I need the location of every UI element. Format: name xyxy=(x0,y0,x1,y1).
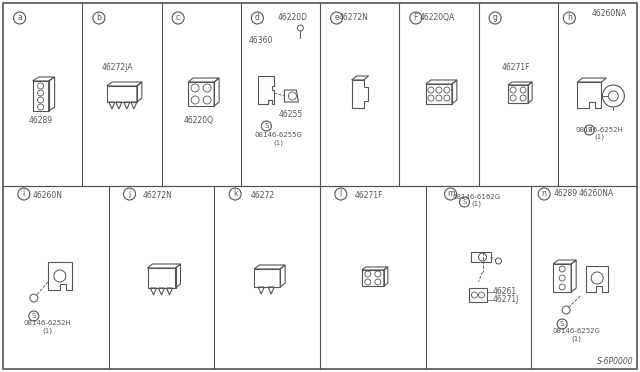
Text: 46260NA: 46260NA xyxy=(592,9,627,18)
Text: 46289: 46289 xyxy=(29,116,52,125)
Text: h: h xyxy=(567,13,572,22)
Text: 46220D: 46220D xyxy=(277,13,307,22)
Text: k: k xyxy=(233,189,237,199)
Text: 46271J: 46271J xyxy=(493,295,519,305)
Text: 46260NA: 46260NA xyxy=(579,189,614,198)
Text: 08146-6255G: 08146-6255G xyxy=(255,132,302,138)
Text: l: l xyxy=(340,189,342,199)
Text: 46289: 46289 xyxy=(554,189,578,198)
Text: (1): (1) xyxy=(472,201,481,207)
Text: 46260N: 46260N xyxy=(33,191,63,200)
Text: 46272N: 46272N xyxy=(143,191,172,200)
Text: 46360: 46360 xyxy=(248,36,273,45)
Text: 46271F: 46271F xyxy=(355,191,383,200)
Text: 08146-6162G: 08146-6162G xyxy=(452,194,500,200)
Text: 08146-6252H: 08146-6252H xyxy=(24,320,72,326)
Text: S: S xyxy=(31,313,36,319)
Text: S: S xyxy=(587,127,591,133)
Text: (1): (1) xyxy=(273,139,284,145)
Text: F: F xyxy=(413,13,418,22)
Text: 46220QA: 46220QA xyxy=(419,13,454,22)
Text: S: S xyxy=(560,321,564,327)
Text: (1): (1) xyxy=(571,335,581,341)
Text: 46272JA: 46272JA xyxy=(102,63,134,72)
Text: 46271F: 46271F xyxy=(502,63,531,72)
Text: a: a xyxy=(17,13,22,22)
Text: c: c xyxy=(176,13,180,22)
Text: n: n xyxy=(541,189,547,199)
Text: S-6P0000: S-6P0000 xyxy=(597,357,634,366)
Text: e: e xyxy=(334,13,339,22)
Text: (1): (1) xyxy=(595,134,604,140)
Text: S: S xyxy=(264,123,269,129)
Text: 08146-6252G: 08146-6252G xyxy=(552,328,600,334)
Text: 46272: 46272 xyxy=(251,191,275,200)
Text: m: m xyxy=(447,189,454,199)
Text: S: S xyxy=(462,199,467,205)
Text: 46255: 46255 xyxy=(278,110,303,119)
Text: b: b xyxy=(97,13,101,22)
Text: 46261: 46261 xyxy=(493,288,516,296)
Text: g: g xyxy=(493,13,497,22)
Text: 08146-6252H: 08146-6252H xyxy=(575,127,623,133)
Text: i: i xyxy=(22,189,25,199)
Text: j: j xyxy=(129,189,131,199)
Text: 46220Q: 46220Q xyxy=(184,116,214,125)
Text: (1): (1) xyxy=(43,327,53,334)
Text: d: d xyxy=(255,13,260,22)
Text: 46272N: 46272N xyxy=(339,13,369,22)
